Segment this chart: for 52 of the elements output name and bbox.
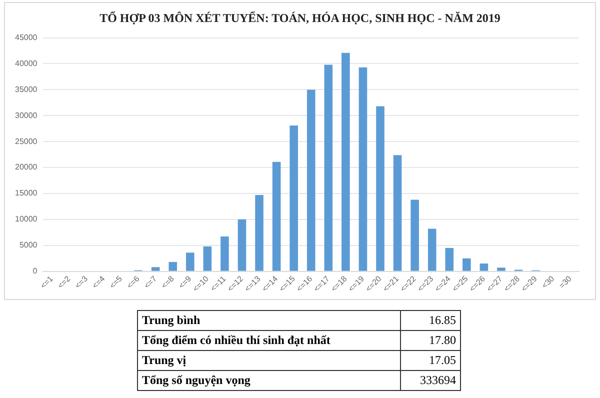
bar bbox=[151, 267, 160, 271]
bar bbox=[186, 252, 194, 271]
text: 17.05 bbox=[400, 350, 460, 370]
text: Trung bình bbox=[138, 310, 401, 330]
y-tick-label: 45000 bbox=[14, 33, 38, 42]
bar bbox=[220, 236, 229, 271]
y-tick-label: 25000 bbox=[14, 136, 38, 146]
bar bbox=[290, 125, 298, 271]
x-tick-label: <=8 bbox=[160, 274, 176, 290]
bar bbox=[203, 246, 212, 271]
bar bbox=[168, 262, 178, 271]
bar bbox=[393, 155, 402, 271]
bar bbox=[428, 228, 436, 271]
y-tick-label: 20000 bbox=[14, 162, 38, 172]
text: 17.80 bbox=[400, 330, 460, 350]
x-tick-label: <=4 bbox=[90, 274, 108, 290]
chart-title: TỔ HỢP 03 MÔN XÉT TUYỂN: TOÁN, HÓA HỌC, SINH HỌC - NĂM 2019 bbox=[98, 11, 502, 26]
y-tick-label: 30000 bbox=[14, 110, 38, 120]
x-tick-label: <=3 bbox=[73, 274, 90, 290]
bar bbox=[255, 195, 264, 271]
text: 16.85 bbox=[400, 310, 460, 330]
bar bbox=[272, 162, 281, 271]
bar bbox=[480, 264, 488, 271]
bar bbox=[306, 90, 316, 271]
bar bbox=[445, 248, 454, 271]
text: Trung vị bbox=[138, 350, 401, 370]
x-tick-label: <=2 bbox=[56, 274, 73, 290]
y-tick-label: 5000 bbox=[19, 240, 38, 250]
bar bbox=[324, 64, 333, 271]
x-tick-label: <=11 bbox=[208, 274, 228, 294]
x-tick-label: <=1 bbox=[38, 274, 56, 290]
y-tick-label: 0 bbox=[32, 266, 38, 276]
bar bbox=[238, 219, 246, 271]
x-tick-label: <=6 bbox=[125, 274, 142, 290]
bar bbox=[497, 268, 506, 271]
bar bbox=[462, 258, 471, 271]
text: 333694 bbox=[400, 370, 460, 390]
y-tick-label: 40000 bbox=[14, 58, 38, 68]
x-tick-label: <=9 bbox=[177, 274, 194, 290]
text: Tổng số nguyện vọng bbox=[138, 370, 401, 390]
x-tick-label: <30 bbox=[540, 274, 556, 290]
x-tick-label: <=7 bbox=[142, 274, 159, 290]
y-tick-label: 35000 bbox=[14, 84, 38, 94]
x-tick-label: <=5 bbox=[108, 274, 124, 290]
bar bbox=[376, 106, 384, 271]
bar bbox=[358, 67, 368, 271]
text: Tổng điểm có nhiều thí sinh đạt nhất bbox=[138, 330, 401, 350]
y-tick-label: 10000 bbox=[14, 214, 38, 224]
bar bbox=[410, 200, 419, 271]
y-tick-label: 15000 bbox=[14, 188, 38, 198]
bar bbox=[342, 52, 350, 271]
x-tick-label: =30 bbox=[557, 274, 574, 290]
